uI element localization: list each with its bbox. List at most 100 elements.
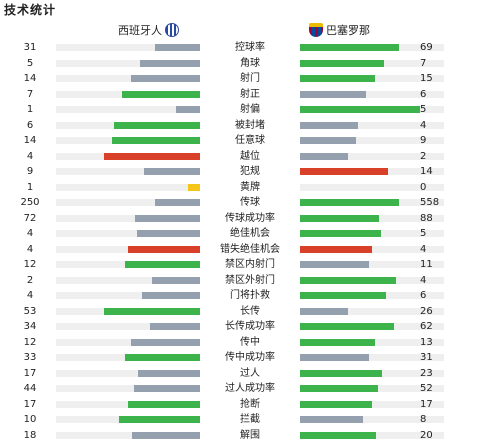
stat-label: 控球率 <box>200 40 300 55</box>
home-stat-bar <box>188 184 200 191</box>
home-stat-value: 7 <box>8 87 52 102</box>
home-stat-value: 10 <box>8 412 52 427</box>
away-stat-value: 52 <box>420 381 464 396</box>
home-stat-bar <box>112 137 200 144</box>
away-stat-bar <box>300 261 369 268</box>
home-stat-bar <box>125 261 200 268</box>
home-stat-value: 18 <box>8 428 52 443</box>
home-stat-value: 250 <box>8 195 52 210</box>
home-stat-bar <box>131 75 200 82</box>
home-stat-track <box>56 385 200 392</box>
away-stat-value: 13 <box>420 335 464 350</box>
espanyol-crest-icon <box>165 23 179 37</box>
stat-label: 过人 <box>200 366 300 381</box>
away-stat-bar <box>300 354 369 361</box>
away-stat-value: 14 <box>420 164 464 179</box>
home-stat-bar <box>144 168 200 175</box>
away-stat-bar <box>300 432 376 439</box>
away-stat-bar <box>300 122 358 129</box>
away-stat-bar <box>300 168 388 175</box>
away-stat-value: 4 <box>420 118 464 133</box>
stat-label: 传中成功率 <box>200 350 300 365</box>
home-stat-value: 5 <box>8 56 52 71</box>
stat-label: 门将扑救 <box>200 288 300 303</box>
stat-label: 禁区外射门 <box>200 273 300 288</box>
home-stat-value: 53 <box>8 304 52 319</box>
home-stat-track <box>56 122 200 129</box>
barcelona-crest-icon <box>309 23 323 37</box>
home-stat-track <box>56 261 200 268</box>
home-stat-bar <box>131 339 200 346</box>
stat-row: 6 被封堵 4 <box>0 118 500 134</box>
away-stat-value: 62 <box>420 319 464 334</box>
home-stat-bar <box>122 91 200 98</box>
home-stat-bar <box>142 292 200 299</box>
home-stat-bar <box>155 199 200 206</box>
away-stat-value: 23 <box>420 366 464 381</box>
home-stat-track <box>56 277 200 284</box>
stat-label: 拦截 <box>200 412 300 427</box>
home-stat-value: 4 <box>8 288 52 303</box>
away-stat-bar <box>300 199 399 206</box>
home-stat-track <box>56 91 200 98</box>
home-stat-track <box>56 308 200 315</box>
home-stat-bar <box>125 354 200 361</box>
home-stat-bar <box>114 122 200 129</box>
home-stat-bar <box>128 246 200 253</box>
stat-label: 禁区内射门 <box>200 257 300 272</box>
home-stat-value: 2 <box>8 273 52 288</box>
home-stat-value: 4 <box>8 149 52 164</box>
home-stat-track <box>56 60 200 67</box>
stat-label: 射门 <box>200 71 300 86</box>
home-stat-track <box>56 230 200 237</box>
home-stat-track <box>56 44 200 51</box>
stat-label: 传球 <box>200 195 300 210</box>
home-stat-bar <box>132 432 200 439</box>
stat-label: 角球 <box>200 56 300 71</box>
away-stat-value: 6 <box>420 87 464 102</box>
stat-label: 被封堵 <box>200 118 300 133</box>
away-stat-value: 2 <box>420 149 464 164</box>
home-stat-value: 9 <box>8 164 52 179</box>
away-stat-bar <box>300 153 348 160</box>
stat-label: 射正 <box>200 87 300 102</box>
home-stat-value: 6 <box>8 118 52 133</box>
stat-label: 解围 <box>200 428 300 443</box>
home-stat-bar <box>137 230 200 237</box>
away-stat-bar <box>300 44 399 51</box>
stat-label: 错失绝佳机会 <box>200 242 300 257</box>
home-team-header: 西班牙人 <box>118 22 182 38</box>
stat-label: 传中 <box>200 335 300 350</box>
away-stat-bar <box>300 292 386 299</box>
away-stat-bar <box>300 246 372 253</box>
away-stat-value: 5 <box>420 226 464 241</box>
home-stat-value: 31 <box>8 40 52 55</box>
stat-label: 犯规 <box>200 164 300 179</box>
home-stat-value: 14 <box>8 133 52 148</box>
home-stat-value: 33 <box>8 350 52 365</box>
away-stat-bar <box>300 137 356 144</box>
away-stat-value: 4 <box>420 242 464 257</box>
home-stat-track <box>56 199 200 206</box>
home-stat-value: 1 <box>8 102 52 117</box>
home-stat-bar <box>128 401 200 408</box>
away-stat-bar <box>300 323 394 330</box>
away-team-header: 巴塞罗那 <box>306 22 370 38</box>
home-stat-value: 4 <box>8 226 52 241</box>
away-stat-bar <box>300 277 396 284</box>
home-stat-track <box>56 370 200 377</box>
home-stat-value: 44 <box>8 381 52 396</box>
away-stat-bar <box>300 230 381 237</box>
